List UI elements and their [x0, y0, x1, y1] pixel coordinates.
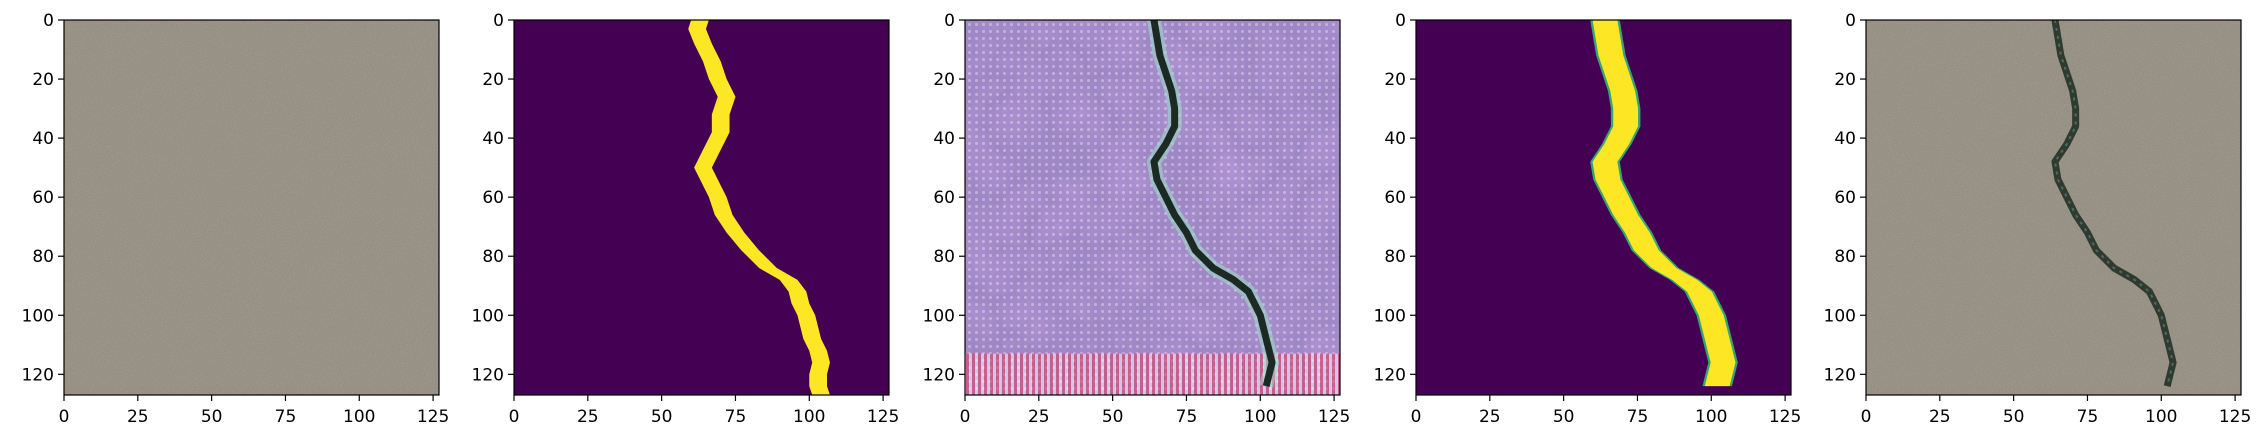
x-tick-label: 50: [1553, 407, 1575, 427]
y-tick-label: 60: [933, 188, 955, 208]
y-tick-label: 60: [32, 188, 54, 208]
x-tick-label: 75: [725, 407, 747, 427]
y-tick-label: 120: [22, 365, 54, 385]
x-tick-label: 25: [1028, 407, 1050, 427]
x-tick-label: 50: [651, 407, 673, 427]
y-tick-label: 80: [482, 247, 504, 267]
panel-5: 0 25 50 75 100 125 0 20 40 60 80 100 120: [1824, 11, 2252, 427]
y-tick-label: 40: [482, 129, 504, 149]
x-tick-label: 125: [1769, 407, 1801, 427]
y-tick-label: 60: [1834, 188, 1856, 208]
panel-frame-5: [1865, 19, 2242, 396]
x-tick-label: 50: [1102, 407, 1124, 427]
y-tick-label: 120: [1824, 365, 1856, 385]
x-tick-label: 25: [1929, 407, 1951, 427]
y-tick-label: 60: [482, 188, 504, 208]
y-tick-label: 40: [1834, 129, 1856, 149]
x-tick-label: 0: [960, 407, 971, 427]
y-tick-label: 100: [1374, 306, 1406, 326]
panel-image-2: [514, 20, 889, 395]
y-tick-label: 80: [1834, 247, 1856, 267]
y-tick-label: 40: [32, 129, 54, 149]
x-tick-label: 50: [201, 407, 223, 427]
y-tick-label: 100: [923, 306, 955, 326]
panel-3: 0 25 50 75 100 125 0 20 40 60 80 100 120: [923, 11, 1351, 427]
x-tick-label: 75: [275, 407, 297, 427]
x-tick-label: 100: [793, 407, 825, 427]
y-tick-label: 20: [1834, 70, 1856, 90]
x-tick-label: 100: [1244, 407, 1276, 427]
y-tick-label: 40: [1384, 129, 1406, 149]
y-tick-label: 0: [1845, 11, 1856, 31]
x-tick-label: 125: [2219, 407, 2251, 427]
x-tick-label: 100: [343, 407, 375, 427]
panel-2: 0 25 50 75 100 125 0 20 40 60 80 100 120: [472, 11, 900, 427]
y-tick-label: 120: [1374, 365, 1406, 385]
panel-4: 0 25 50 75 100 125 0 20 40 60 80 100 120: [1374, 11, 1802, 427]
y-tick-label: 20: [32, 70, 54, 90]
y-tick-label: 20: [1384, 70, 1406, 90]
x-tick-label: 125: [1318, 407, 1350, 427]
x-tick-label: 75: [2077, 407, 2099, 427]
y-tick-label: 120: [472, 365, 504, 385]
panel-frame-3: [964, 19, 1341, 396]
x-tick-label: 125: [867, 407, 899, 427]
panel-image-5: [1866, 19, 2241, 395]
y-tick-label: 0: [944, 11, 955, 31]
panel-image-3: [965, 18, 1340, 395]
panel-frame-1: [63, 19, 440, 396]
y-tick-label: 120: [923, 365, 955, 385]
y-tick-label: 100: [1824, 306, 1856, 326]
x-tick-label: 0: [1411, 407, 1422, 427]
x-tick-label: 75: [1627, 407, 1649, 427]
panel-1: 0 25 50 75 100 125 0 20 40 60 80 100 120: [22, 11, 450, 427]
y-tick-label: 0: [493, 11, 504, 31]
x-tick-label: 0: [59, 407, 70, 427]
panel-frame-2: [513, 19, 890, 396]
x-tick-label: 0: [509, 407, 520, 427]
y-tick-label: 40: [933, 129, 955, 149]
x-tick-label: 0: [1861, 407, 1872, 427]
y-tick-label: 20: [933, 70, 955, 90]
x-tick-label: 50: [2003, 407, 2025, 427]
panel-image-1: [64, 20, 439, 395]
y-tick-label: 80: [933, 247, 955, 267]
x-tick-label: 100: [1695, 407, 1727, 427]
x-tick-label: 75: [1176, 407, 1198, 427]
panel-frame-4: [1415, 19, 1792, 396]
y-tick-label: 0: [43, 11, 54, 31]
y-tick-label: 60: [1384, 188, 1406, 208]
x-tick-label: 25: [127, 407, 149, 427]
x-tick-label: 100: [2145, 407, 2177, 427]
y-tick-label: 0: [1395, 11, 1406, 31]
y-tick-label: 80: [32, 247, 54, 267]
x-tick-label: 25: [577, 407, 599, 427]
panels: 0 25 50 75 100 125 0 20 40 60 80 100 120 0 25 50 75 100 12…: [22, 11, 2252, 427]
x-tick-label: 125: [417, 407, 449, 427]
y-tick-label: 100: [472, 306, 504, 326]
x-tick-label: 25: [1479, 407, 1501, 427]
y-tick-label: 100: [22, 306, 54, 326]
panel-image-4: [1416, 20, 1791, 395]
y-tick-label: 20: [482, 70, 504, 90]
y-tick-label: 80: [1384, 247, 1406, 267]
